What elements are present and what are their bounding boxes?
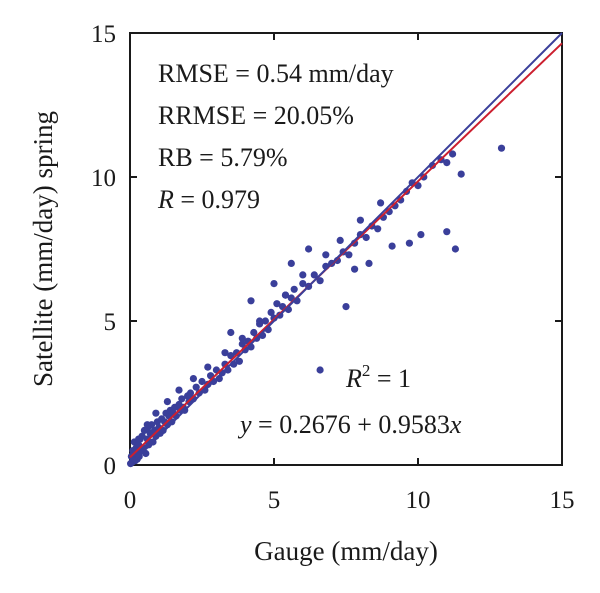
data-point xyxy=(290,285,298,293)
data-point xyxy=(192,383,200,391)
data-point xyxy=(397,196,405,204)
data-point xyxy=(316,366,324,374)
y-tick-label: 15 xyxy=(91,21,116,48)
r-variable: R xyxy=(157,185,174,214)
data-point xyxy=(449,150,457,158)
data-point xyxy=(163,398,171,406)
data-point xyxy=(267,308,275,316)
data-point xyxy=(247,297,255,305)
r-squared-text: R2 = 1 xyxy=(345,361,411,393)
data-point xyxy=(417,231,425,239)
lines-layer xyxy=(129,32,563,466)
data-point xyxy=(186,389,195,397)
data-point xyxy=(299,280,307,288)
data-point xyxy=(351,265,359,273)
data-point xyxy=(310,271,318,279)
data-point xyxy=(221,349,229,357)
data-point xyxy=(443,228,451,236)
data-point xyxy=(287,259,295,267)
x-tick-label: 10 xyxy=(406,487,431,514)
data-point xyxy=(189,375,197,383)
x-tick-label: 0 xyxy=(124,487,137,514)
x-ticks xyxy=(273,33,419,465)
data-point xyxy=(227,328,235,337)
data-point xyxy=(281,291,290,299)
r-text: R = 0.979 xyxy=(157,185,260,214)
r-value: = 0.979 xyxy=(174,185,260,214)
data-point xyxy=(336,236,344,244)
data-point xyxy=(342,303,350,311)
data-point xyxy=(152,409,160,417)
rrmse-text: RRMSE = 20.05% xyxy=(158,101,354,130)
data-point xyxy=(299,271,307,279)
plot-frame xyxy=(129,32,563,466)
data-point xyxy=(198,377,206,386)
one-to-one-line xyxy=(129,32,563,466)
data-point xyxy=(238,334,246,342)
data-point xyxy=(305,245,313,253)
x-tick-label: 5 xyxy=(268,487,281,514)
y-tick-label: 10 xyxy=(91,165,116,192)
data-point xyxy=(270,280,278,288)
data-point xyxy=(261,317,269,325)
y-tick-label: 5 xyxy=(104,309,117,336)
data-point xyxy=(256,317,264,325)
data-point xyxy=(405,239,413,247)
data-point xyxy=(443,159,451,167)
data-point xyxy=(497,144,506,152)
data-point xyxy=(273,300,281,308)
data-point xyxy=(322,251,330,259)
data-point xyxy=(388,242,396,250)
data-point xyxy=(204,363,212,371)
data-point xyxy=(362,233,370,242)
y-ticks xyxy=(130,176,562,322)
data-point xyxy=(451,245,459,253)
r2-superscript: 2 xyxy=(362,361,371,380)
data-point xyxy=(316,277,324,285)
fit-y-variable: y xyxy=(237,410,252,439)
data-point xyxy=(345,251,353,259)
x-tick-label: 15 xyxy=(550,487,575,514)
data-point xyxy=(227,352,235,360)
data-point xyxy=(356,216,364,224)
data-point xyxy=(374,225,382,233)
data-point xyxy=(365,259,373,267)
data-point xyxy=(235,357,243,365)
data-point xyxy=(178,395,186,403)
fit-equation-text: y = 0.2676 + 0.9583x xyxy=(237,410,462,439)
data-point xyxy=(135,435,143,443)
data-point xyxy=(143,435,151,443)
y-axis-label: Satellite (mm/day) spring xyxy=(28,111,58,387)
r2-value: = 1 xyxy=(370,364,411,393)
data-point xyxy=(175,386,183,394)
data-point xyxy=(143,421,151,429)
rb-text: RB = 5.79% xyxy=(158,143,288,172)
fit-x-variable: x xyxy=(449,410,462,439)
r2-variable: R xyxy=(345,364,362,393)
x-axis-label: Gauge (mm/day) xyxy=(254,536,438,566)
data-point xyxy=(457,170,465,178)
data-point xyxy=(377,199,385,207)
rmse-text: RMSE = 0.54 mm/day xyxy=(158,59,394,88)
y-tick-label: 0 xyxy=(104,453,117,480)
data-point xyxy=(250,328,258,337)
data-point xyxy=(238,340,246,348)
data-point xyxy=(221,360,229,368)
fit-equation-body: = 0.2676 + 0.9583 xyxy=(252,410,450,439)
